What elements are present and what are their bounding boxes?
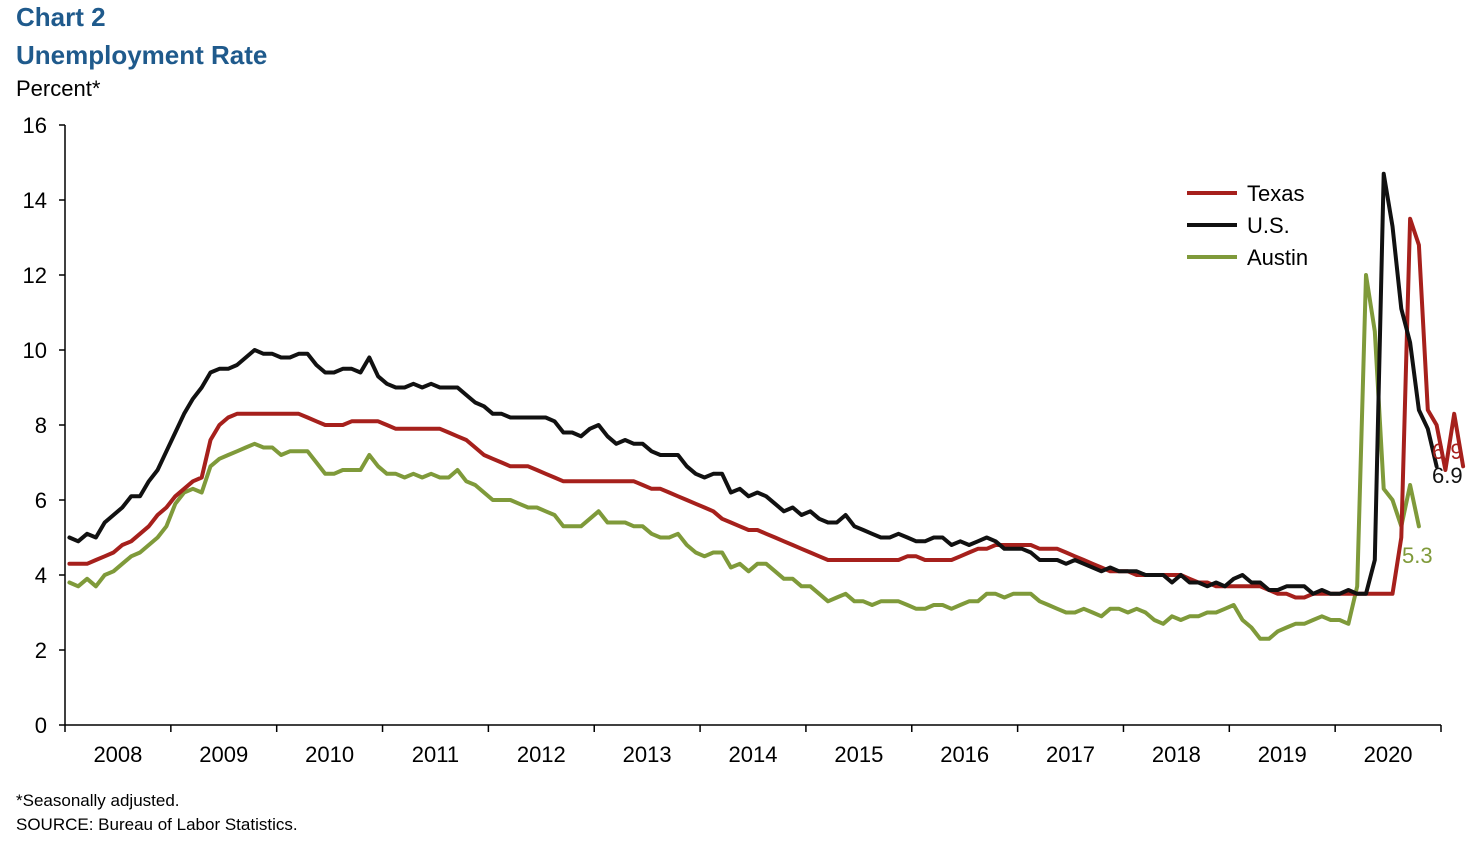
end-label-austin: 5.3 xyxy=(1402,543,1433,568)
legend-label-u-s: U.S. xyxy=(1247,213,1290,238)
x-tick-label: 2018 xyxy=(1152,742,1201,767)
source-note: SOURCE: Bureau of Labor Statistics. xyxy=(16,815,298,834)
series-lines xyxy=(67,171,1466,641)
x-tick-label: 2019 xyxy=(1258,742,1307,767)
y-tick-label: 4 xyxy=(35,563,47,588)
end-labels: 6.96.9 5.3 xyxy=(1402,439,1463,568)
legend: Texas U.S. Austin xyxy=(1187,181,1308,270)
x-tick-label: 2013 xyxy=(623,742,672,767)
y-tick-label: 6 xyxy=(35,488,47,513)
chart-title: Unemployment Rate xyxy=(16,40,268,70)
y-tick-label: 2 xyxy=(35,638,47,663)
x-tick-label: 2009 xyxy=(199,742,248,767)
series-line-u-s xyxy=(67,171,1439,596)
y-tick-label: 10 xyxy=(23,338,47,363)
x-tick-label: 2012 xyxy=(517,742,566,767)
x-tick-label: 2017 xyxy=(1046,742,1095,767)
y-tick-label: 12 xyxy=(23,263,47,288)
x-tick-label: 2010 xyxy=(305,742,354,767)
legend-label-texas: Texas xyxy=(1247,181,1304,206)
footnote: *Seasonally adjusted. xyxy=(16,791,180,810)
axes xyxy=(59,124,1442,732)
series-line-texas xyxy=(67,216,1466,600)
y-tick-label: 8 xyxy=(35,413,47,438)
end-label-texas: 6.9 xyxy=(1432,439,1463,464)
y-tick-label: 16 xyxy=(23,113,47,138)
y-tick-labels: 0 2 4 6 8 10 12 14 16 xyxy=(23,113,47,738)
x-tick-label: 2016 xyxy=(940,742,989,767)
end-label-u-s: 6.9 xyxy=(1432,463,1463,488)
y-axis-unit-label: Percent* xyxy=(16,76,101,101)
x-tick-labels: 2008 2009 2010 2011 2012 2013 2014 2015 2016 2017… xyxy=(93,742,1412,767)
x-tick-label: 2008 xyxy=(93,742,142,767)
x-tick-label: 2011 xyxy=(412,742,459,767)
x-tick-label: 2014 xyxy=(729,742,778,767)
y-tick-label: 0 xyxy=(35,713,47,738)
chart-number: Chart 2 xyxy=(16,2,106,32)
y-tick-label: 14 xyxy=(23,188,47,213)
legend-label-austin: Austin xyxy=(1247,245,1308,270)
x-tick-label: 2020 xyxy=(1364,742,1413,767)
series-line-austin xyxy=(67,273,1421,641)
x-tick-label: 2015 xyxy=(834,742,883,767)
